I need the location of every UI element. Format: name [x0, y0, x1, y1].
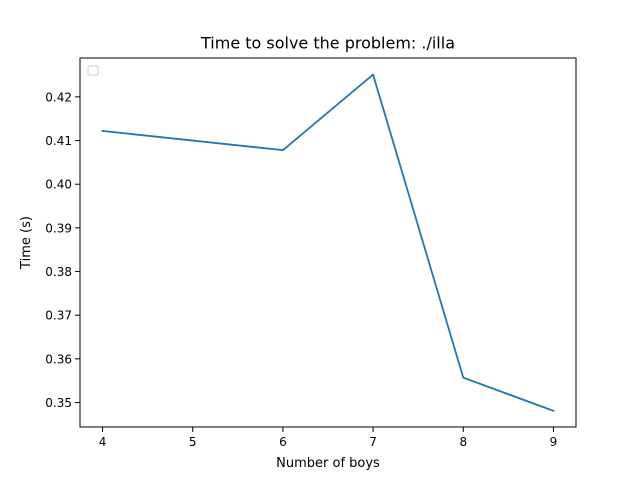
y-tick-label: 0.42 — [45, 90, 72, 104]
y-axis-ticks: 0.35 0.36 0.37 0.38 0.39 0.40 0.41 0.42 — [45, 90, 80, 410]
y-tick-label: 0.38 — [45, 265, 72, 279]
series-line — [101, 73, 555, 412]
y-tick-label: 0.36 — [45, 352, 72, 366]
y-axis-label: Time (s) — [19, 216, 34, 270]
x-tick-label: 4 — [99, 435, 107, 449]
x-tick-label: 8 — [459, 435, 467, 449]
x-axis-ticks: 4 5 6 7 8 9 — [99, 427, 558, 449]
y-tick-label: 0.37 — [45, 309, 72, 323]
x-axis-label: Number of boys — [276, 456, 380, 471]
x-tick-label: 7 — [369, 435, 377, 449]
y-tick-label: 0.41 — [45, 134, 72, 148]
y-tick-label: 0.40 — [45, 178, 72, 192]
plot-frame — [79, 57, 577, 428]
x-tick-label: 9 — [550, 435, 558, 449]
chart-title: Time to solve the problem: ./illa — [200, 34, 455, 53]
x-tick-label: 5 — [189, 435, 197, 449]
series-layer — [101, 73, 555, 412]
legend-box — [87, 65, 99, 76]
y-tick-label: 0.35 — [45, 396, 72, 410]
x-tick-label: 6 — [279, 435, 287, 449]
plot-area — [80, 58, 576, 427]
y-tick-label: 0.39 — [45, 221, 72, 235]
